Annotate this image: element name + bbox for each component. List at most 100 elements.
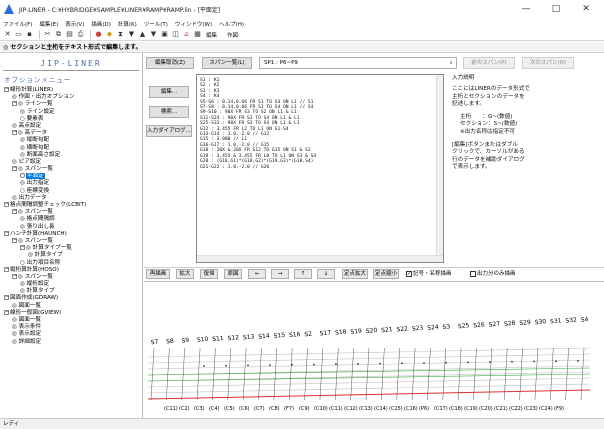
tree-item[interactable]: −縦桁算計算(HOSO) bbox=[0, 265, 142, 274]
tree-item[interactable]: ◎ 出力データ bbox=[0, 195, 142, 202]
collapse-toggle-icon[interactable]: − bbox=[12, 100, 18, 107]
code-line[interactable]: G12 : 3.455 FR L2 TO L1 ON S1-S4 bbox=[200, 126, 289, 132]
filter-icon[interactable]: ⧗ bbox=[118, 30, 123, 38]
print-icon[interactable]: ⎙ bbox=[77, 30, 84, 38]
zoom-in-button[interactable]: 拡大 bbox=[176, 269, 194, 279]
collapse-toggle-icon[interactable]: − bbox=[4, 265, 10, 272]
span-list-button[interactable]: スパン一覧(L) bbox=[202, 57, 252, 69]
window-icon[interactable]: ▣ bbox=[161, 30, 168, 38]
grid-icon[interactable]: ▦ bbox=[194, 30, 201, 38]
code-line[interactable]: G15 : 3.000 // L1 bbox=[200, 137, 248, 143]
tree-item[interactable]: −◎ スパン一覧 bbox=[0, 272, 142, 281]
cut-icon[interactable]: ✂ bbox=[44, 30, 51, 38]
code-line[interactable]: S5-S6 : 0.14,0.66 FR S1 TO S4 ON L1 // S… bbox=[200, 99, 314, 105]
restore-button[interactable]: 復帰 bbox=[200, 269, 218, 279]
collapse-toggle-icon[interactable]: − bbox=[12, 236, 18, 243]
code-line[interactable]: S25-S32 : 90X FR S3 TO S4 ON L1 & L1 bbox=[200, 121, 300, 127]
tree-item[interactable]: −◎ ライン一覧 bbox=[0, 101, 142, 108]
tree-item[interactable]: ◎ 縦断勾配 bbox=[0, 137, 142, 144]
definition-text-editor[interactable]: S1 : K1 S2 : K2 S3 : K3 S4 : K4 S5-S6 : 0.14… bbox=[196, 74, 444, 263]
code-line[interactable]: G20 : (G18,G1)*(G18,G2)*(G19,G3)*(G18,S4… bbox=[200, 159, 314, 165]
collapse-toggle-icon[interactable]: − bbox=[12, 165, 18, 172]
code-line[interactable]: S9-S10 : 90X FR S3 TO S2 ON L1 & L1 bbox=[200, 110, 297, 116]
code-line[interactable]: G19 : 3.455 & 3.455 FR L0 TO L1 ON S3 & … bbox=[200, 153, 317, 159]
code-line[interactable]: S3 : K3 bbox=[200, 88, 220, 94]
calc-icon[interactable]: ● bbox=[95, 30, 102, 38]
tree-item[interactable]: −図面作成(GDRAW) bbox=[0, 295, 142, 302]
prev-span-button[interactable]: 前のスパン(P) bbox=[463, 57, 515, 69]
copy-icon[interactable]: ⧉ bbox=[56, 30, 61, 38]
save-icon[interactable]: ▪ bbox=[27, 30, 32, 38]
edit-button[interactable]: 編集... bbox=[149, 86, 189, 98]
arrow-up-icon[interactable]: ▲ bbox=[139, 30, 146, 38]
paste-icon[interactable]: ▤ bbox=[66, 30, 73, 38]
code-line[interactable]: S1 : K1 bbox=[200, 78, 220, 83]
tree-item[interactable]: −◎ スパン一覧 bbox=[0, 209, 142, 216]
pan-right-button[interactable]: → bbox=[271, 269, 289, 279]
code-line[interactable]: G21-G22 : 1.0,-2.0 // G20 bbox=[200, 164, 270, 170]
tree-item[interactable]: ○ 座標変換 bbox=[0, 188, 142, 195]
tree-item[interactable]: −格点間隔調整チェック(LCBIT) bbox=[0, 202, 142, 209]
menu-tools[interactable]: ツール(T) bbox=[143, 21, 168, 28]
pan-left-button[interactable]: ← bbox=[248, 269, 266, 279]
tree-item[interactable]: −ハンチ計算(HAUNCH) bbox=[0, 230, 142, 238]
collapse-toggle-icon[interactable]: − bbox=[12, 129, 18, 136]
tree-item[interactable]: 平面定 bbox=[0, 173, 142, 180]
code-line[interactable]: G18 : 20X & 20X FR G12 TO G15 ON S1 & S2 bbox=[200, 148, 311, 154]
tree-item[interactable]: ◎ 計算タイプ bbox=[0, 288, 142, 295]
tree-item[interactable]: ◎ 格点間隔調 bbox=[0, 216, 142, 223]
tree-item[interactable]: ◎ ライン設定 bbox=[0, 109, 142, 116]
collapse-toggle-icon[interactable]: − bbox=[4, 201, 10, 207]
draw-toolbar-button[interactable]: 作図 bbox=[227, 32, 239, 39]
hint-icon[interactable]: ◆ bbox=[106, 30, 113, 38]
menu-draw[interactable]: 描画(D) bbox=[91, 21, 111, 28]
editor-vertical-scrollbar[interactable] bbox=[436, 75, 443, 262]
output-only-checkbox[interactable]: 出力分のみ描画 bbox=[470, 270, 516, 278]
collapse-toggle-icon[interactable]: − bbox=[4, 294, 10, 301]
tree-item[interactable]: −線形一般図(GVIEW) bbox=[0, 309, 142, 317]
tree-item[interactable]: ◎ 縦桁設定 bbox=[0, 281, 142, 288]
menu-view[interactable]: 表示(V) bbox=[65, 21, 85, 28]
home-icon[interactable]: ⌂ bbox=[184, 30, 189, 38]
open-folder-icon[interactable]: ▭ bbox=[15, 30, 22, 38]
redraw-button[interactable]: 再描画 bbox=[146, 269, 170, 279]
tree-item[interactable]: ◎ 横断勾配 bbox=[0, 145, 142, 152]
code-line[interactable]: G16-G17 : 1.0,-2.0 // G15 bbox=[200, 142, 270, 148]
tree-item[interactable]: ◎ 高点設定 bbox=[0, 123, 142, 130]
code-line[interactable]: S4 : K4 bbox=[200, 94, 220, 100]
code-line[interactable]: S2 : K2 bbox=[200, 83, 220, 89]
tree-item[interactable]: ◎ 図面一覧 bbox=[0, 317, 142, 324]
pan-up-button[interactable]: ↑ bbox=[294, 269, 312, 279]
pan-down-button[interactable]: ↓ bbox=[317, 269, 335, 279]
next-span-button[interactable]: 次のスパン(N) bbox=[522, 57, 574, 69]
arrow-down2-icon[interactable]: ▼ bbox=[150, 30, 157, 38]
tree-item[interactable]: ◎ 表示条件 bbox=[0, 324, 142, 331]
search-button[interactable]: 検索... bbox=[149, 106, 189, 118]
tree-item[interactable]: −線形計算(LINER) bbox=[0, 87, 142, 94]
code-line[interactable]: S11-S24 : 90X FR S3 TO S4 ON L1 & L1 bbox=[200, 115, 300, 121]
code-line[interactable]: S7-S8 : 0.14,0.66 FR S1 TO S4 ON L1 // S… bbox=[200, 105, 314, 111]
symbol-names-checkbox[interactable]: ✓ 記号・名称描画 bbox=[406, 270, 452, 278]
menu-edit[interactable]: 編集(E) bbox=[39, 21, 59, 28]
undo-edit-button[interactable]: 編集取消(Z) bbox=[146, 57, 194, 69]
collapse-toggle-icon[interactable]: − bbox=[12, 208, 18, 215]
menu-help[interactable]: ヘルプ(H) bbox=[219, 21, 245, 28]
tree-item[interactable]: −◎ スパン一覧 bbox=[0, 166, 142, 173]
tree-item[interactable]: ○ 出力項目名称 bbox=[0, 260, 142, 267]
edit-toolbar-button[interactable]: 編集 bbox=[206, 32, 218, 39]
layout-icon[interactable]: ◫ bbox=[172, 30, 179, 38]
editor-horizontal-scrollbar[interactable] bbox=[197, 255, 443, 262]
menu-file[interactable]: ファイル(F) bbox=[3, 21, 33, 28]
arrow-down-icon[interactable]: ▼ bbox=[128, 30, 135, 38]
menu-calc[interactable]: 計算(K) bbox=[117, 21, 137, 28]
code-line[interactable]: G13-G14 : 1.0,-2.0 // G12 bbox=[200, 132, 270, 138]
tree-item[interactable]: ◎ 計算タイプ bbox=[0, 252, 142, 259]
collapse-toggle-icon[interactable]: − bbox=[12, 272, 18, 279]
tree-item[interactable]: ◎ 詳細設定 bbox=[0, 339, 142, 346]
plan-drawing-canvas[interactable]: S7 S8 S9 S10 S11 S12 S13 S14 S15 S16 S2 S17 S18 S19 S2… bbox=[144, 281, 604, 418]
tree-item[interactable]: ◎ 図面一覧 bbox=[0, 303, 142, 310]
menu-window[interactable]: ウィンドウ(W) bbox=[174, 21, 213, 28]
tree-item[interactable]: ◎ ピア設定 bbox=[0, 159, 142, 166]
tree-item[interactable]: ◎ 表示設定 bbox=[0, 331, 142, 338]
tree-item[interactable]: ◎ 張り出し長 bbox=[0, 224, 142, 231]
